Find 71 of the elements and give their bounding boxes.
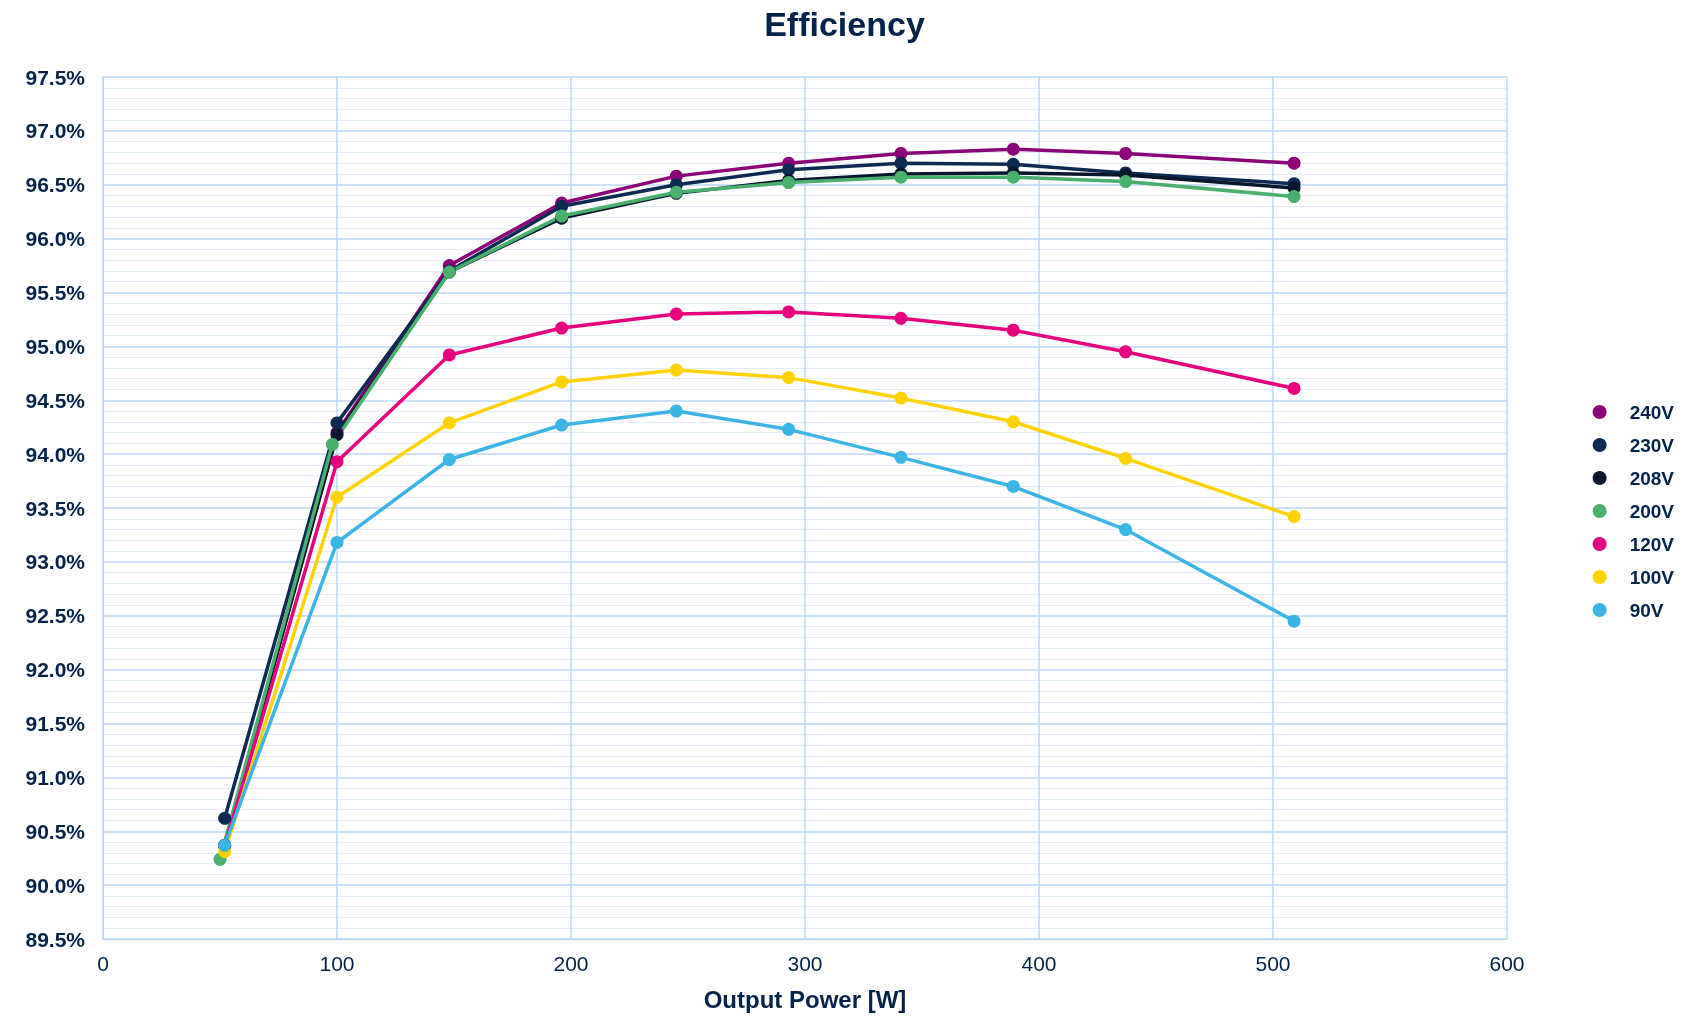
point bbox=[894, 450, 908, 464]
point bbox=[894, 391, 908, 405]
x-tick-label: 200 bbox=[553, 952, 589, 975]
point bbox=[782, 305, 796, 319]
point bbox=[1006, 142, 1020, 156]
point bbox=[330, 455, 344, 469]
point bbox=[782, 371, 796, 385]
x-tick-label: 300 bbox=[787, 952, 823, 975]
y-tick-label: 90.0% bbox=[25, 873, 86, 897]
x-tick-label: 100 bbox=[319, 952, 355, 975]
legend-label: 200V bbox=[1629, 500, 1675, 522]
y-tick-label: 90.5% bbox=[25, 819, 86, 843]
point bbox=[330, 490, 344, 504]
point bbox=[782, 163, 796, 177]
point bbox=[1006, 323, 1020, 337]
legend-label: 208V bbox=[1629, 467, 1675, 489]
y-tick-label: 96.5% bbox=[25, 173, 86, 197]
point bbox=[555, 375, 569, 389]
y-tick-label: 97.5% bbox=[25, 65, 86, 89]
y-tick-label: 92.5% bbox=[25, 604, 86, 628]
x-tick-label: 0 bbox=[97, 952, 109, 975]
point bbox=[1287, 381, 1301, 395]
y-tick-label: 95.0% bbox=[25, 334, 86, 358]
x-tick-label: 600 bbox=[1489, 952, 1525, 975]
y-tick-label: 96.0% bbox=[25, 227, 86, 251]
point bbox=[325, 437, 339, 451]
x-tick-label: 400 bbox=[1021, 952, 1057, 975]
point bbox=[218, 811, 232, 825]
point bbox=[1119, 523, 1133, 537]
point bbox=[330, 416, 344, 430]
point bbox=[555, 418, 569, 432]
point bbox=[1006, 479, 1020, 493]
point bbox=[330, 535, 344, 549]
point bbox=[1006, 170, 1020, 184]
legend-label: 100V bbox=[1629, 566, 1675, 588]
point bbox=[669, 404, 683, 418]
point bbox=[1287, 614, 1301, 628]
point bbox=[442, 416, 456, 430]
point bbox=[894, 311, 908, 325]
y-tick-label: 94.5% bbox=[25, 388, 86, 412]
point bbox=[782, 422, 796, 436]
y-tick-label: 94.0% bbox=[25, 442, 86, 466]
point bbox=[1287, 156, 1301, 170]
y-tick-label: 95.5% bbox=[25, 281, 86, 304]
point bbox=[442, 453, 456, 467]
point bbox=[442, 348, 456, 362]
legend-label: 230V bbox=[1629, 434, 1675, 456]
point bbox=[1119, 451, 1133, 465]
legend-label: 240V bbox=[1629, 401, 1675, 423]
y-tick-label: 97.0% bbox=[25, 119, 86, 143]
y-tick-label: 93.0% bbox=[25, 550, 86, 574]
point bbox=[1287, 510, 1301, 524]
y-tick-label: 91.0% bbox=[25, 765, 86, 789]
legend-label: 90V bbox=[1629, 599, 1664, 621]
y-tick-label: 93.5% bbox=[25, 496, 86, 520]
x-tick-label: 500 bbox=[1255, 952, 1291, 975]
y-tick-label: 91.5% bbox=[25, 712, 86, 735]
point bbox=[555, 321, 569, 335]
point bbox=[1119, 345, 1133, 359]
point bbox=[1287, 190, 1301, 204]
x-axis-title: Output Power [W] bbox=[703, 985, 907, 1013]
legend-label: 120V bbox=[1629, 533, 1675, 555]
point bbox=[894, 156, 908, 170]
point bbox=[669, 363, 683, 377]
point bbox=[1006, 415, 1020, 429]
y-tick-label: 89.5% bbox=[25, 927, 86, 951]
point bbox=[669, 307, 683, 321]
y-tick-label: 92.0% bbox=[25, 658, 86, 682]
chart-title: Efficiency bbox=[764, 5, 925, 43]
point bbox=[1119, 147, 1133, 160]
point bbox=[1119, 175, 1133, 189]
